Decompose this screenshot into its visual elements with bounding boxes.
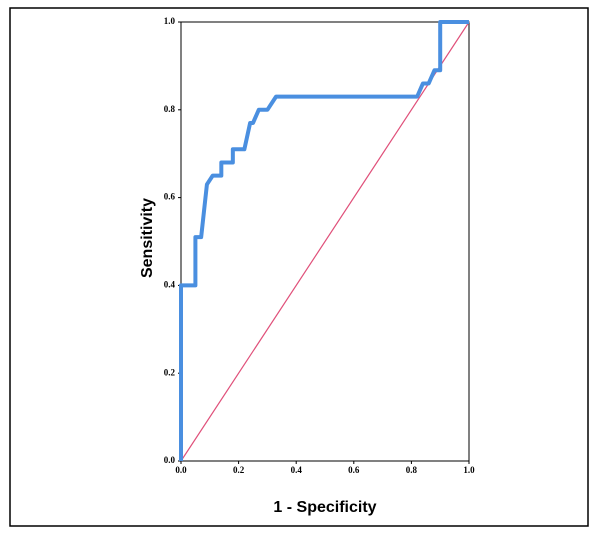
roc-curve (179, 20, 469, 461)
x-tick-label: 0.6 (348, 465, 360, 475)
x-axis-title: 1 - Specificity (273, 499, 376, 516)
y-tick-label: 0.8 (164, 104, 176, 114)
reference-line (180, 21, 470, 462)
y-tick-label: 0.6 (164, 192, 176, 202)
x-tick-label: 0.4 (291, 465, 303, 475)
y-tick-label: 0.2 (164, 367, 176, 377)
y-tick-label: 0.4 (164, 279, 176, 289)
y-tick-label: 0.0 (164, 455, 176, 465)
x-tick-label: 0.0 (175, 465, 187, 475)
y-tick-label: 1.0 (164, 16, 176, 26)
plot-area (180, 21, 470, 462)
x-tick-label: 0.2 (233, 465, 245, 475)
x-tick-label: 0.8 (406, 465, 418, 475)
frame (9, 7, 589, 527)
y-axis-title: Sensitivity (139, 198, 156, 278)
x-tick-label: 1.0 (463, 465, 475, 475)
